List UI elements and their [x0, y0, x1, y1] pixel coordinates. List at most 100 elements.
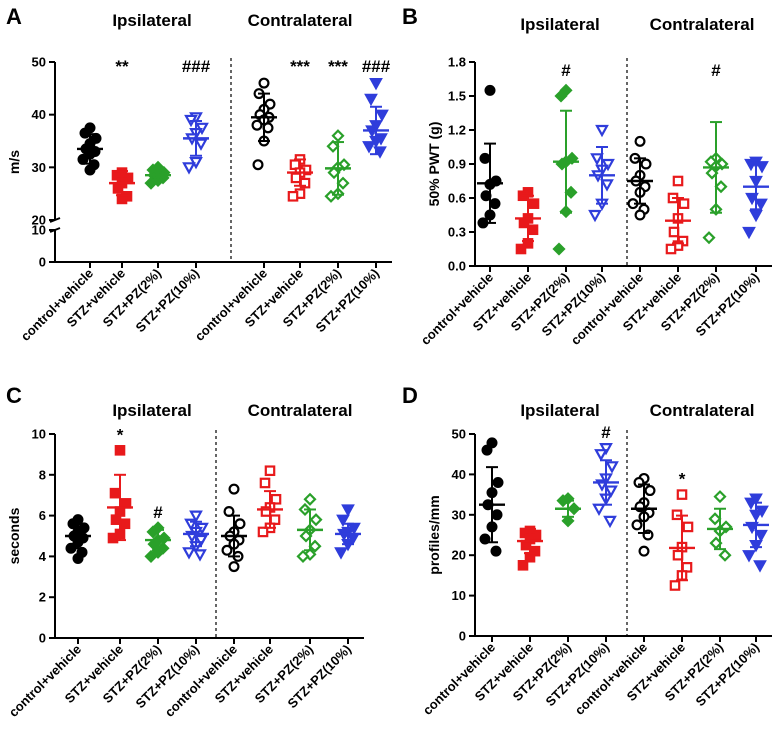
series-ipsi-0 — [77, 122, 103, 176]
y-tick-label: 0.3 — [448, 225, 466, 240]
data-point — [638, 545, 650, 557]
data-point — [489, 198, 501, 210]
data-point — [561, 514, 575, 528]
panel-letter: A — [6, 4, 22, 29]
y-tick-label: 30 — [452, 507, 466, 522]
data-point — [287, 191, 299, 202]
x-tick-label: STZ+PZ(10%) — [693, 640, 763, 710]
data-point — [110, 514, 122, 525]
series-contra-3 — [334, 504, 361, 560]
series-ipsi-2 — [144, 160, 171, 190]
x-tick-label: STZ+PZ(10%) — [539, 270, 609, 340]
data-point — [754, 198, 768, 211]
series-contra-3 — [742, 156, 769, 240]
data-point — [336, 514, 350, 527]
y-axis-label: m/s — [6, 150, 22, 174]
data-point — [672, 175, 684, 187]
data-point — [336, 176, 350, 190]
group-title-ipsilateral: Ipsilateral — [112, 401, 191, 420]
data-point — [486, 437, 498, 449]
series-ipsi-1 — [517, 525, 543, 571]
y-tick-label: 50 — [32, 55, 46, 70]
y-tick-label: 20 — [32, 213, 46, 228]
data-point — [193, 549, 207, 562]
data-point — [373, 146, 387, 159]
data-point — [182, 547, 196, 560]
data-point — [309, 513, 323, 527]
y-tick-label: 0.6 — [448, 191, 466, 206]
data-point — [228, 561, 240, 573]
series-contra-0 — [221, 483, 247, 573]
series-ipsi-2: # — [552, 61, 579, 256]
data-point — [634, 135, 646, 147]
significance-label: *** — [290, 57, 310, 76]
y-tick-label: 1.5 — [448, 89, 466, 104]
data-point — [753, 560, 767, 573]
y-tick-label: 0.0 — [448, 259, 466, 274]
series-contra-1 — [257, 465, 283, 538]
data-point — [668, 226, 680, 238]
y-tick-label: 0 — [39, 631, 46, 646]
significance-label: ### — [362, 57, 391, 76]
series-contra-3 — [742, 493, 769, 573]
data-point — [599, 443, 613, 456]
data-point — [221, 544, 233, 556]
data-point — [754, 529, 768, 543]
group-title-contralateral: Contralateral — [248, 11, 353, 30]
series-contra-2 — [296, 492, 323, 563]
data-point — [713, 490, 727, 504]
y-tick-label: 40 — [452, 467, 466, 482]
data-point — [491, 509, 503, 521]
data-point — [79, 127, 91, 139]
significance-label: # — [601, 423, 611, 442]
y-tick-label: 40 — [32, 107, 46, 122]
series-ipsi-3: # — [592, 423, 619, 529]
y-tick-label: 20 — [452, 548, 466, 563]
significance-label: ** — [115, 57, 129, 76]
series-contra-2: *** — [324, 57, 351, 203]
data-point — [375, 109, 389, 122]
group-title-contralateral: Contralateral — [248, 401, 353, 420]
data-point — [364, 93, 378, 107]
significance-label: # — [711, 61, 721, 80]
data-point — [682, 521, 694, 533]
series-ipsi-1: * — [107, 425, 133, 544]
significance-label: * — [117, 425, 124, 444]
data-point — [341, 504, 355, 517]
significance-label: # — [561, 61, 571, 80]
series-contra-0 — [627, 135, 653, 221]
series-contra-2: # — [702, 61, 729, 245]
data-point — [112, 183, 124, 194]
panel-c: C Ipsilateral Contralateral 0 2 4 6 8 10 seconds c… — [6, 383, 364, 720]
data-point — [264, 465, 276, 477]
panel-letter: B — [402, 4, 418, 29]
data-point — [369, 77, 383, 91]
y-tick-label: 50 — [452, 427, 466, 442]
series-ipsi-1: ** — [109, 57, 135, 205]
data-point — [665, 243, 677, 255]
data-point — [270, 493, 282, 505]
data-point — [708, 512, 722, 526]
panel-letter: C — [6, 383, 22, 408]
data-point — [603, 515, 617, 529]
group-title-contralateral: Contralateral — [650, 15, 755, 34]
data-point — [594, 449, 608, 462]
panel-d: D Ipsilateral Contralateral 0 10 20 30 40 50 prof… — [402, 383, 772, 718]
data-point — [334, 547, 348, 560]
panel-letter: D — [402, 383, 418, 408]
data-point — [515, 243, 527, 255]
series-contra-1: *** — [287, 57, 313, 202]
series-contra-1 — [665, 175, 691, 255]
data-point — [114, 445, 126, 456]
data-point — [77, 153, 89, 165]
panel-a: A Ipsilateral Contralateral01020304050m/sc… — [6, 4, 392, 344]
series-contra-3: ### — [362, 57, 391, 159]
y-tick-label: 4 — [39, 549, 47, 564]
group-title-ipsilateral: Ipsilateral — [520, 401, 599, 420]
data-point — [527, 224, 539, 236]
y-tick-label: 1.2 — [448, 123, 466, 138]
data-point — [228, 483, 240, 495]
series-ipsi-3: ### — [182, 57, 211, 175]
data-point — [259, 477, 271, 489]
